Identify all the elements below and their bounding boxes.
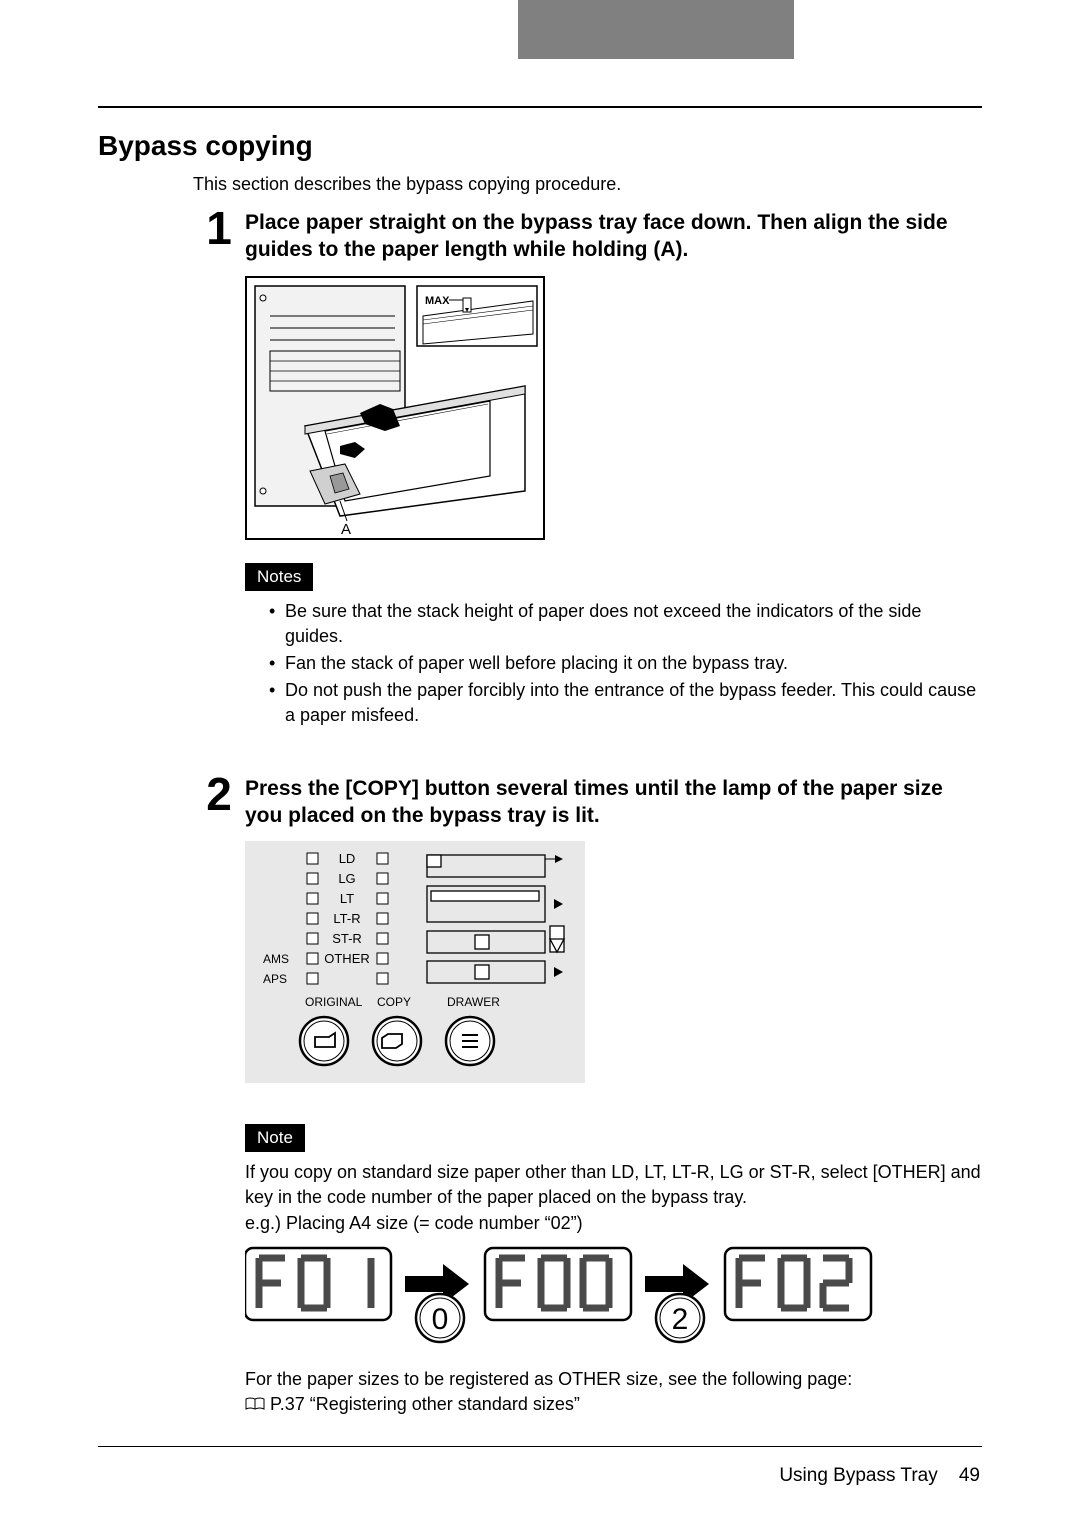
- svg-text:0: 0: [432, 1303, 449, 1336]
- svg-text:COPY: COPY: [377, 995, 411, 1009]
- step-number: 2: [193, 771, 245, 830]
- footer-section: Using Bypass Tray: [779, 1465, 937, 1486]
- svg-text:MAX: MAX: [425, 295, 450, 307]
- step-number: 1: [193, 205, 245, 264]
- note-item: Be sure that the stack height of paper d…: [269, 599, 982, 649]
- ref-line-1: For the paper sizes to be registered as …: [245, 1367, 982, 1392]
- svg-text:LT-R: LT-R: [333, 911, 360, 926]
- note-text-1: If you copy on standard size paper other…: [245, 1160, 982, 1210]
- svg-text:2: 2: [672, 1303, 689, 1336]
- note-text-2: e.g.) Placing A4 size (= code number “02…: [245, 1211, 982, 1236]
- footer-text: Using Bypass Tray 49: [98, 1465, 982, 1487]
- note-item: Fan the stack of paper well before placi…: [269, 651, 982, 676]
- page-content: Bypass copying This section describes th…: [0, 0, 1080, 1487]
- svg-text:APS: APS: [263, 972, 287, 986]
- section-intro: This section describes the bypass copyin…: [193, 174, 982, 195]
- ref-text: P.37 “Registering other standard sizes”: [270, 1394, 580, 1414]
- note-item: Do not push the paper forcibly into the …: [269, 678, 982, 728]
- figure-display-sequence: 0: [245, 1244, 982, 1349]
- svg-text:OTHER: OTHER: [324, 951, 370, 966]
- notes-label: Notes: [245, 563, 313, 591]
- svg-text:LD: LD: [339, 851, 356, 866]
- page-number: 49: [959, 1465, 980, 1486]
- notes-list: Be sure that the stack height of paper d…: [245, 599, 982, 729]
- step-1: 1 Place paper straight on the bypass tra…: [193, 205, 982, 264]
- note-block: Note If you copy on standard size paper …: [245, 1124, 982, 1236]
- figure-bypass-tray: A MAX: [245, 276, 982, 545]
- svg-text:A: A: [341, 521, 351, 538]
- reference-block: For the paper sizes to be registered as …: [245, 1367, 982, 1418]
- svg-text:ST-R: ST-R: [332, 931, 362, 946]
- top-rule: [98, 106, 982, 108]
- notes-block: Notes Be sure that the stack height of p…: [245, 563, 982, 729]
- svg-text:ORIGINAL: ORIGINAL: [305, 995, 363, 1009]
- svg-text:DRAWER: DRAWER: [447, 995, 500, 1009]
- bottom-rule: [98, 1446, 982, 1447]
- step-text: Place paper straight on the bypass tray …: [245, 209, 982, 264]
- step-text: Press the [COPY] button several times un…: [245, 775, 982, 830]
- book-icon: [245, 1393, 265, 1418]
- footer: Using Bypass Tray 49: [98, 1446, 982, 1487]
- figure-control-panel: LD LG LT LT-R ST-R AMS OTHER APS: [245, 841, 982, 1088]
- svg-text:LG: LG: [338, 871, 355, 886]
- section-title: Bypass copying: [98, 130, 982, 162]
- note-label: Note: [245, 1124, 305, 1152]
- ref-line-2: P.37 “Registering other standard sizes”: [245, 1392, 982, 1418]
- svg-text:AMS: AMS: [263, 952, 289, 966]
- header-tab: [518, 0, 794, 59]
- svg-text:LT: LT: [340, 891, 354, 906]
- step-2: 2 Press the [COPY] button several times …: [193, 771, 982, 830]
